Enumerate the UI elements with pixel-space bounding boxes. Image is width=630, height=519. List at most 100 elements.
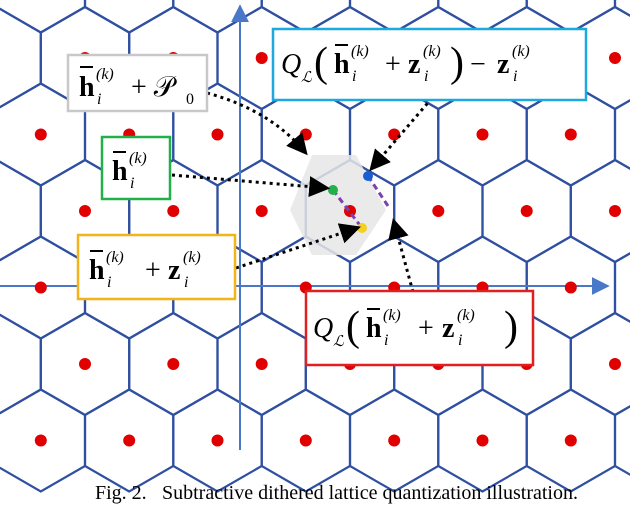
- svg-text:+: +: [418, 313, 434, 344]
- svg-text:(k): (k): [129, 150, 147, 167]
- lattice-point: [255, 205, 268, 217]
- hex-cell: [348, 0, 440, 34]
- yellow-point: [357, 223, 367, 233]
- lattice-point: [476, 434, 489, 447]
- hex-cell: [83, 0, 175, 34]
- svg-text:(k): (k): [96, 66, 114, 83]
- lattice-point: [79, 358, 91, 370]
- arrow-h-bar: [171, 173, 331, 198]
- svg-text:(k): (k): [106, 249, 124, 266]
- svg-text:(k): (k): [183, 249, 201, 266]
- svg-text:Q: Q: [313, 313, 333, 344]
- lattice-point: [388, 434, 401, 447]
- svg-text:i: i: [107, 274, 111, 291]
- svg-text:h: h: [112, 156, 128, 187]
- lattice-point: [609, 52, 621, 64]
- svg-text:i: i: [384, 332, 388, 349]
- lattice-point: [609, 205, 621, 217]
- hex-cell: [613, 99, 630, 170]
- figure-caption: Fig. 2. Subtractive dithered lattice qua…: [95, 482, 578, 504]
- lattice-point: [34, 281, 47, 294]
- hex-cell: [569, 311, 630, 417]
- hex-cell: [613, 0, 630, 17]
- lattice-point: [564, 128, 577, 141]
- svg-text:z: z: [497, 49, 509, 80]
- hex-cell: [0, 160, 42, 262]
- lattice-point: [564, 434, 577, 447]
- svg-text:(k): (k): [457, 307, 475, 324]
- svg-text:−: −: [470, 49, 486, 80]
- lattice-point: [564, 281, 577, 294]
- hex-cell: [525, 0, 617, 34]
- svg-text:+: +: [145, 255, 161, 286]
- label-q-h-plus-z: Q ℒ ( h (k) i + z (k) i ): [304, 289, 535, 367]
- label-h-bar: h (k) i: [100, 135, 172, 201]
- green-point: [328, 185, 338, 195]
- lattice-point: [211, 128, 224, 141]
- svg-text:): ): [504, 304, 518, 350]
- lattice-point: [299, 128, 312, 141]
- hex-cell: [260, 0, 352, 34]
- lattice-point: [167, 205, 180, 217]
- hex-cell: [172, 0, 263, 34]
- lattice-point: [388, 128, 401, 141]
- lattice-point: [609, 358, 621, 370]
- arrow-q-minus-z: [369, 97, 434, 172]
- lattice-point: [476, 128, 489, 141]
- svg-text:h: h: [334, 49, 350, 80]
- svg-text:i: i: [458, 332, 462, 349]
- svg-text:z: z: [442, 313, 454, 344]
- svg-text:+: +: [385, 49, 401, 80]
- svg-text:(k): (k): [512, 43, 530, 60]
- label-h-plus-z: h (k) i + z (k) i: [76, 233, 237, 301]
- caption-label: Fig. 2.: [95, 482, 147, 504]
- hex-cell: [437, 0, 528, 34]
- hex-cell: [0, 313, 42, 415]
- caption-text: Subtractive dithered lattice quantizatio…: [162, 482, 578, 504]
- label-h-plus-p0: h (k) i + 𝒫 0: [66, 53, 209, 113]
- blue-point: [363, 171, 373, 181]
- svg-text:(: (: [346, 304, 360, 350]
- svg-text:ℒ: ℒ: [301, 70, 313, 86]
- svg-text:i: i: [97, 91, 101, 108]
- hex-cell: [613, 252, 630, 323]
- lattice-point: [34, 434, 47, 447]
- hex-cell: [0, 7, 42, 109]
- svg-text:z: z: [168, 255, 180, 286]
- svg-text:(k): (k): [383, 307, 401, 324]
- svg-text:i: i: [513, 68, 517, 85]
- lattice-point: [255, 358, 268, 370]
- svg-text:i: i: [184, 274, 188, 291]
- svg-text:(: (: [314, 40, 328, 86]
- lattice-point: [255, 52, 268, 64]
- svg-text:h: h: [366, 313, 382, 344]
- arrow-h-plus-z: [235, 223, 361, 270]
- lattice-point: [432, 205, 445, 217]
- svg-text:h: h: [79, 72, 95, 103]
- svg-text:(k): (k): [423, 43, 441, 60]
- hex-cell: [613, 405, 630, 476]
- svg-text:): ): [450, 40, 464, 86]
- dashed-segment-lower: [366, 175, 390, 207]
- svg-text:0: 0: [186, 91, 194, 108]
- svg-text:i: i: [424, 68, 428, 85]
- lattice-point: [211, 434, 224, 447]
- arrow-h-plus-p0: [206, 91, 308, 156]
- lattice-point: [123, 434, 136, 447]
- svg-text:Q: Q: [281, 49, 301, 80]
- lattice-point: [167, 358, 180, 370]
- svg-text:h: h: [89, 255, 105, 286]
- hex-cell: [569, 158, 630, 264]
- lattice-point: [520, 205, 533, 217]
- svg-text:ℒ: ℒ: [333, 334, 345, 350]
- arrow-q-h-plus-z: [388, 217, 415, 293]
- lattice-point: [299, 434, 312, 447]
- dashed-segment-upper: [331, 189, 364, 229]
- svg-text:z: z: [408, 49, 420, 80]
- svg-text:i: i: [130, 175, 134, 192]
- svg-text:+ 𝒫: + 𝒫: [131, 72, 178, 103]
- lattice-point: [79, 205, 91, 217]
- svg-text:i: i: [352, 68, 356, 85]
- highlighted-voronoi-cell: [290, 155, 386, 255]
